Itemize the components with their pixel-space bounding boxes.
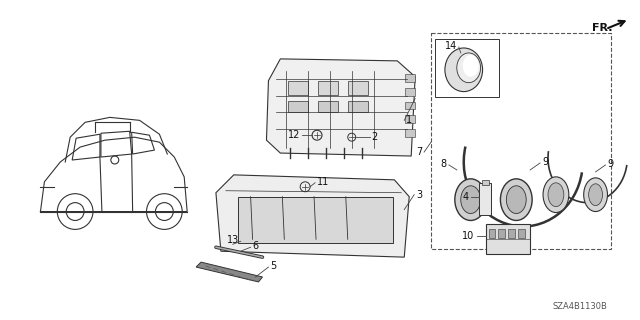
Bar [488, 229, 495, 238]
Text: 8: 8 [441, 159, 447, 169]
Bar [479, 183, 492, 214]
Ellipse shape [548, 183, 564, 207]
Bar [318, 100, 338, 112]
Ellipse shape [543, 177, 569, 212]
Bar [288, 100, 308, 112]
Text: FR.: FR. [591, 23, 612, 33]
Bar [435, 39, 499, 97]
Bar [431, 33, 611, 249]
Text: 14: 14 [445, 41, 457, 51]
Bar [348, 81, 367, 95]
Polygon shape [266, 59, 415, 156]
Ellipse shape [455, 179, 486, 220]
Polygon shape [196, 262, 262, 282]
Bar [405, 101, 415, 109]
Bar [499, 229, 506, 238]
Text: 9: 9 [542, 157, 548, 167]
Text: 4: 4 [463, 192, 468, 202]
Text: 5: 5 [271, 261, 276, 271]
Text: 10: 10 [462, 231, 475, 241]
Bar [405, 129, 415, 137]
Bar [318, 81, 338, 95]
Bar [348, 100, 367, 112]
Bar [405, 116, 415, 123]
Bar [288, 81, 308, 95]
Text: 2: 2 [372, 132, 378, 142]
Bar [486, 224, 530, 254]
Ellipse shape [457, 53, 481, 83]
Text: 6: 6 [253, 241, 259, 251]
Ellipse shape [506, 186, 526, 213]
Bar [405, 88, 415, 96]
Text: 1: 1 [406, 115, 412, 125]
Bar [237, 197, 394, 243]
Ellipse shape [463, 55, 479, 77]
Bar [518, 229, 525, 238]
Text: 9: 9 [607, 159, 614, 169]
Bar [481, 180, 488, 185]
Text: 7: 7 [416, 147, 422, 157]
Text: 3: 3 [416, 190, 422, 200]
Text: 11: 11 [317, 177, 329, 187]
Bar [405, 74, 415, 82]
Ellipse shape [500, 179, 532, 220]
Bar [508, 229, 515, 238]
Polygon shape [216, 175, 409, 257]
Text: 13: 13 [227, 235, 239, 245]
Text: SZA4B1130B: SZA4B1130B [553, 302, 608, 311]
Ellipse shape [589, 184, 602, 206]
Ellipse shape [584, 178, 607, 212]
Ellipse shape [445, 48, 483, 92]
Ellipse shape [461, 186, 481, 213]
Text: 12: 12 [288, 130, 300, 140]
